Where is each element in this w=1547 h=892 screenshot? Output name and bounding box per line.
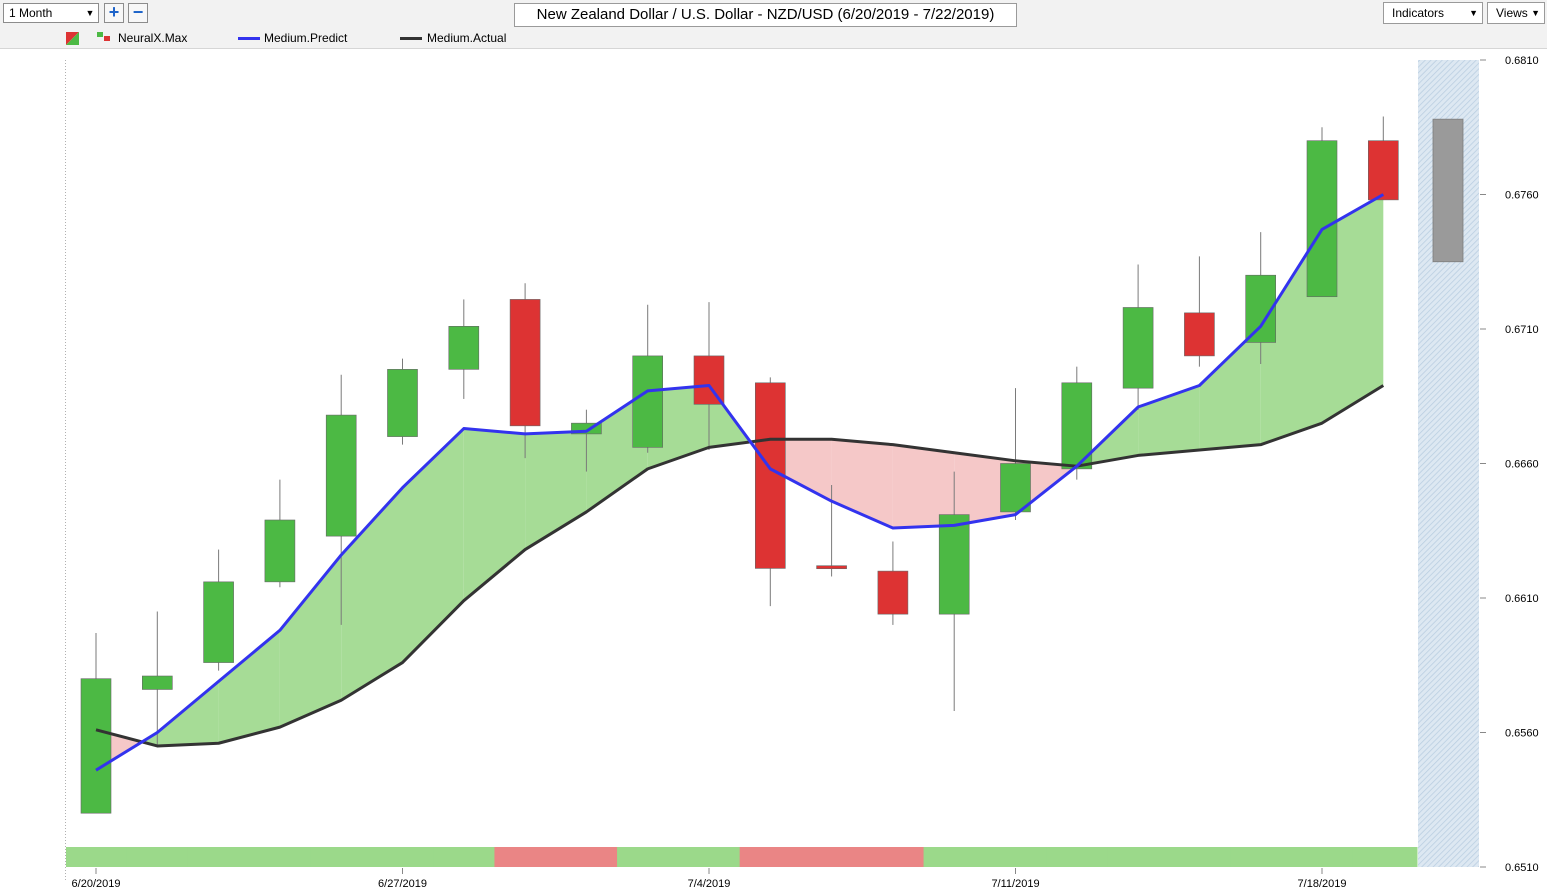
candle-up [264,519,296,583]
candle-down [1184,312,1215,357]
candle-down [693,355,725,405]
indicators-dropdown[interactable]: Indicators ▼ [1383,2,1483,24]
signal-band-segment [249,847,312,867]
x-tick-label: 7/4/2019 [688,878,731,890]
legend-predict: Medium.Predict [264,31,348,45]
candle-down [816,565,847,570]
signal-band-segment [310,847,373,867]
signal-band [66,847,1418,867]
period-select-value: 1 Month [9,6,53,20]
candle-up [632,355,664,448]
indicators-label: Indicators [1392,6,1445,20]
chevron-down-icon: ▼ [85,8,95,18]
signal-band-segment [1352,847,1418,867]
y-tick-label: 0.6760 [1505,190,1539,202]
candle-up [325,414,357,537]
signal-band-segment [187,847,250,867]
fill-segment [1260,229,1322,445]
fill-segment [218,630,280,744]
signal-band-segment [984,847,1047,867]
signal-band-segment [739,847,802,867]
zoom-in-button[interactable]: + [104,3,124,23]
forecast-candle [1432,118,1464,263]
views-label: Views [1496,6,1528,20]
signal-band-segment [66,847,128,867]
fill-segment [1199,326,1261,451]
x-tick-label: 7/18/2019 [1298,878,1347,890]
zoom-out-button[interactable]: − [128,3,148,23]
legend-actual-swatch [400,37,422,40]
candle-down [877,570,909,615]
fill-segment [157,681,219,746]
fill-segment [463,428,526,601]
candle-down [509,299,541,427]
signal-band-segment [126,847,189,867]
signal-band-segment [1230,847,1292,867]
signal-band-segment [862,847,925,867]
signal-band-segment [433,847,495,867]
neuralx-icon [66,32,79,45]
fill-segment [770,439,832,502]
signal-band-segment [678,847,741,867]
signal-band-segment [494,847,557,867]
candle-up [387,369,418,437]
prediction-fill-area [96,194,1384,771]
signal-band-segment [800,847,863,867]
candle-up [1000,463,1031,513]
y-tick-label: 0.6510 [1505,862,1539,874]
y-tick-label: 0.6560 [1505,728,1539,740]
price-chart[interactable]: 0.6810 0.6760 0.6710 0.6660 0.6610 0.6560 0.65… [0,48,1547,892]
candle-up [448,326,480,370]
chevron-down-icon: ▼ [1469,8,1478,18]
fill-segment [1322,194,1384,424]
period-select[interactable]: 1 Month ▼ [3,3,99,23]
fill-segment [954,452,1016,526]
candle-up [80,678,112,814]
medium-predict-line [95,193,1385,772]
candle-up [1122,307,1154,389]
y-tick-label: 0.6810 [1505,55,1539,67]
candle-up [571,422,602,435]
fill-segment [279,554,342,728]
x-axis: 6/20/2019 6/27/2019 7/4/2019 7/11/2019 7/18/… [72,868,1347,890]
candle-up [1306,140,1338,298]
x-tick-label: 6/27/2019 [378,878,427,890]
fill-segment [341,487,403,701]
views-dropdown[interactable]: Views ▼ [1487,2,1545,24]
signal-band-segment [371,847,434,867]
chevron-down-icon: ▼ [1531,8,1540,18]
signal-band-segment [1168,847,1231,867]
fill-segment [831,439,893,529]
toolbar: 1 Month ▼ + − New Zealand Dollar / U.S. … [0,0,1547,49]
signal-band-segment [1107,847,1170,867]
fill-segment [647,385,709,469]
y-tick-label: 0.6610 [1505,593,1539,605]
y-tick-label: 0.6660 [1505,459,1539,471]
legend-actual: Medium.Actual [427,31,507,45]
signal-band-segment [1291,847,1354,867]
medium-actual-line [95,384,1385,748]
signal-band-segment [555,847,618,867]
candle-up [938,514,970,615]
candle-up [203,581,234,663]
x-tick-label: 7/11/2019 [991,878,1039,890]
indicator-lines [95,193,1385,772]
legend-predict-swatch [238,37,260,40]
signal-band-segment [1046,847,1108,867]
fill-segment [892,444,955,529]
y-axis: 0.6810 0.6760 0.6710 0.6660 0.6610 0.6560 0.65… [1480,55,1539,874]
candle-down [1368,140,1399,201]
signal-band-segment [617,847,679,867]
neuralx-legend-icon [97,32,110,41]
x-tick-label: 6/20/2019 [72,878,121,890]
candle-up [142,675,173,690]
fill-segment [402,428,464,663]
chart-title: New Zealand Dollar / U.S. Dollar - NZD/U… [514,3,1017,27]
signal-band-segment [923,847,986,867]
y-tick-label: 0.6710 [1505,324,1539,336]
legend-neuralx: NeuralX.Max [118,31,188,45]
